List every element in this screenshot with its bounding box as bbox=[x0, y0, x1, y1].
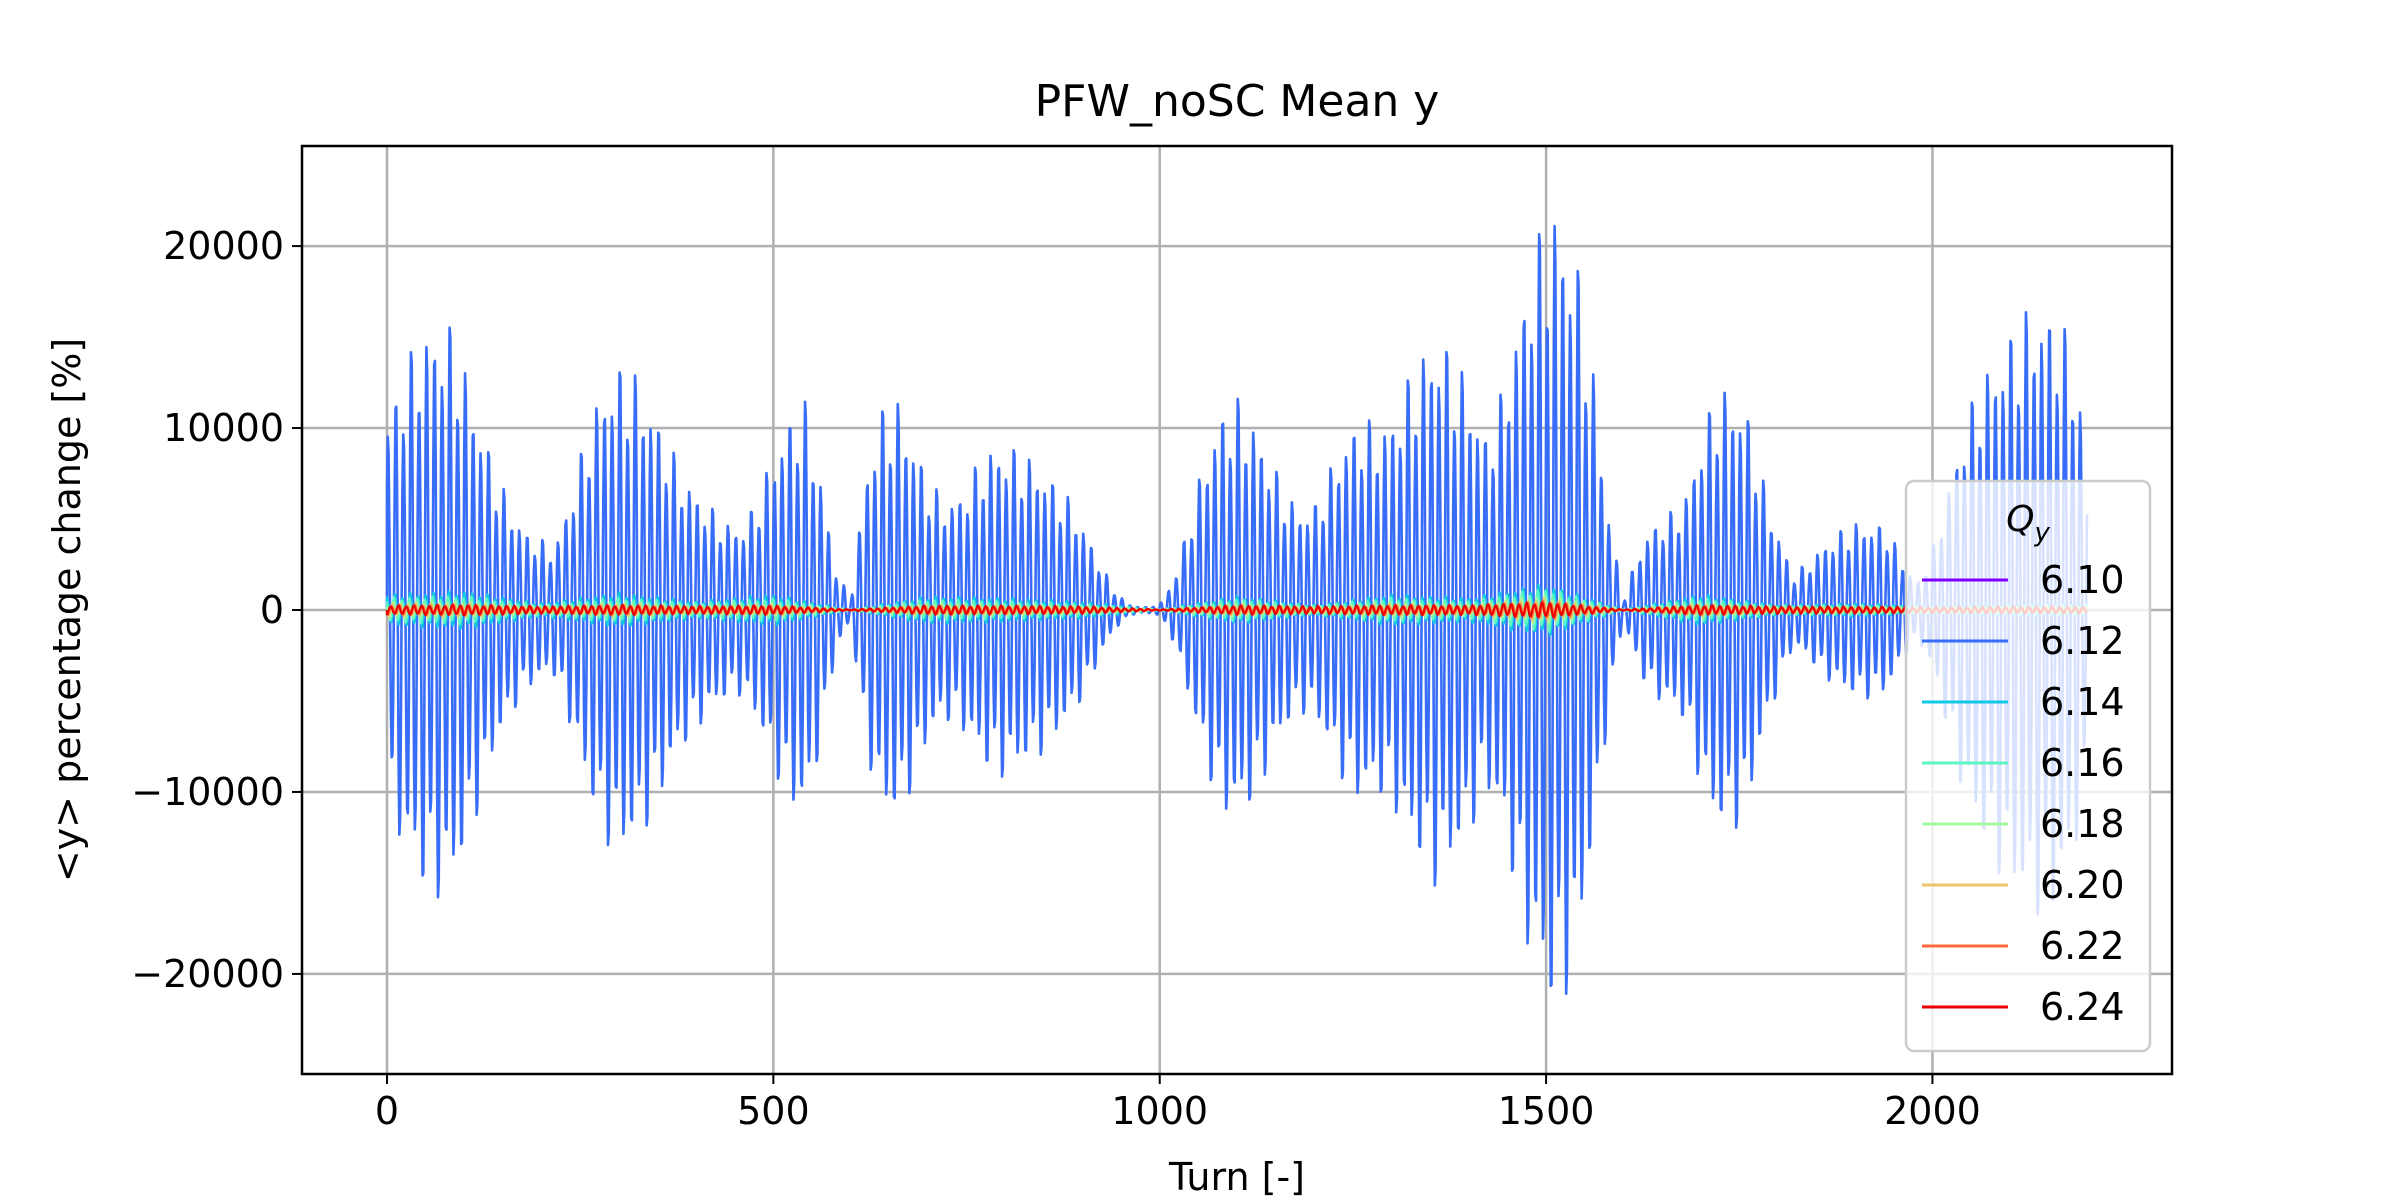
x-tick-label: 1500 bbox=[1498, 1089, 1595, 1133]
y-tick-label: −20000 bbox=[131, 952, 284, 996]
legend-box bbox=[1904, 479, 2152, 1053]
legend-label: 6.14 bbox=[2040, 680, 2125, 724]
series-group bbox=[385, 224, 2089, 995]
legend-label: 6.10 bbox=[2040, 558, 2125, 602]
legend-entry: 6.22 bbox=[1922, 924, 2125, 968]
y-tick-label: 20000 bbox=[163, 224, 284, 268]
x-axis-label: Turn [-] bbox=[1168, 1155, 1305, 1199]
chart-title: PFW_noSC Mean y bbox=[1035, 76, 1440, 127]
y-tick-label: 10000 bbox=[163, 406, 284, 450]
legend-entry: 6.12 bbox=[1922, 619, 2125, 663]
y-tick-label: −10000 bbox=[131, 770, 284, 814]
y-tick-label: 0 bbox=[260, 588, 284, 632]
legend: Qy 6.10 6.12 6.14 6.16 6.18 6.20 6.22 6.24 bbox=[1904, 479, 2152, 1053]
y-axis-label: <y> percentage change [%] bbox=[45, 338, 89, 882]
x-tick-label: 1000 bbox=[1111, 1089, 1208, 1133]
legend-entry: 6.14 bbox=[1922, 680, 2125, 724]
legend-label: 6.18 bbox=[2040, 802, 2125, 846]
axis-ticks: 0 500 1000 1500 2000 20000 10000 0 −10000 −20000 bbox=[131, 224, 1981, 1133]
legend-entry: 6.10 bbox=[1922, 558, 2125, 602]
x-tick-label: 500 bbox=[737, 1089, 810, 1133]
series-line-6.12 bbox=[385, 224, 2089, 995]
x-tick-label: 2000 bbox=[1884, 1089, 1981, 1133]
legend-entry: 6.18 bbox=[1922, 802, 2125, 846]
legend-entry: 6.16 bbox=[1922, 741, 2125, 785]
legend-label: 6.16 bbox=[2040, 741, 2125, 785]
legend-label: 6.24 bbox=[2040, 985, 2125, 1029]
legend-label: 6.20 bbox=[2040, 863, 2125, 907]
legend-label: 6.22 bbox=[2040, 924, 2125, 968]
plot-area bbox=[385, 224, 2089, 995]
legend-items: 6.10 6.12 6.14 6.16 6.18 6.20 6.22 6.24 bbox=[1922, 558, 2125, 1029]
legend-label: 6.12 bbox=[2040, 619, 2125, 663]
legend-title: Qy bbox=[2006, 499, 2050, 548]
legend-entry: 6.20 bbox=[1922, 863, 2125, 907]
series-line-6.24 bbox=[385, 601, 2088, 619]
legend-entry: 6.24 bbox=[1922, 985, 2125, 1029]
x-tick-label: 0 bbox=[375, 1089, 399, 1133]
